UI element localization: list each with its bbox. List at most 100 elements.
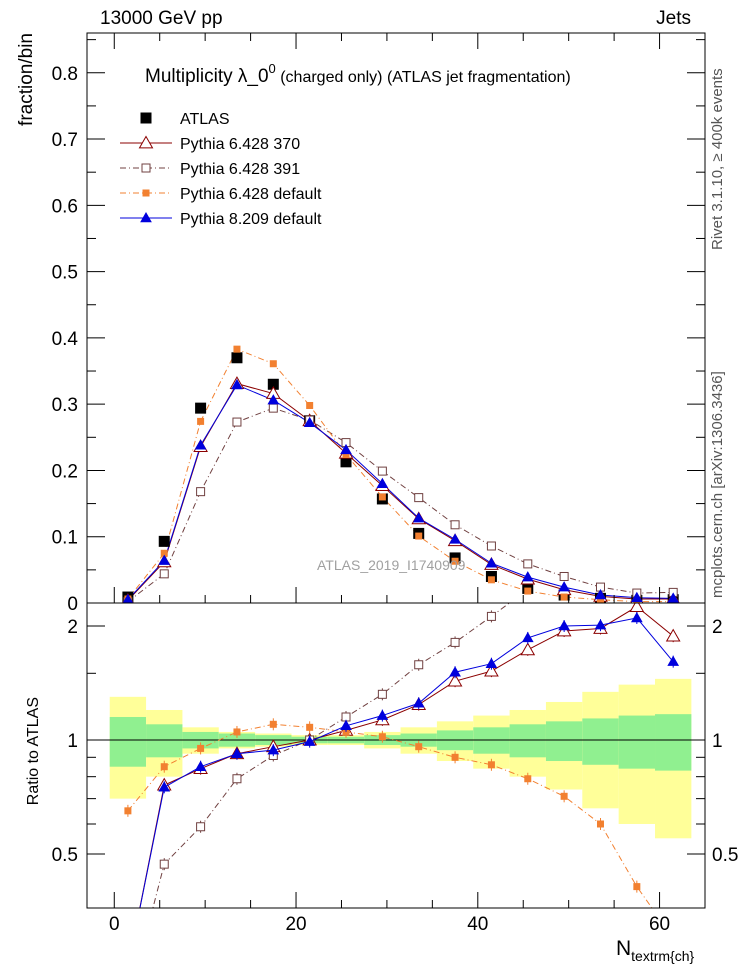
- main-point-p391: [486, 541, 496, 551]
- plot-title: Multiplicity λ_00 (charged only) (ATLAS …: [145, 61, 571, 87]
- main-point-p6def: [596, 596, 604, 603]
- main-point-p391: [268, 403, 278, 413]
- analysis-watermark: ATLAS_2019_I1740909: [317, 557, 466, 573]
- main-point-p8: [122, 593, 134, 603]
- main-series-layer: [122, 345, 680, 603]
- main-point-p391: [377, 466, 387, 476]
- ratio-point-p370: [484, 663, 499, 677]
- band-inner-bin: [146, 724, 183, 758]
- main-point-data: [340, 456, 352, 468]
- ratio-point-p6def: [596, 820, 604, 828]
- main-point-p6def: [233, 345, 241, 353]
- main-point-data: [231, 352, 243, 364]
- main-ytick-label: 0.4: [52, 329, 79, 350]
- main-point-p391: [196, 487, 206, 497]
- ratio-point-p8: [303, 735, 316, 746]
- legend-label-p8: Pythia 8.209 default: [180, 211, 322, 228]
- band-inner-bin: [655, 714, 692, 771]
- ratio-ytick-label-right: 1: [712, 731, 723, 752]
- ratio-point-p6def: [124, 807, 132, 815]
- ratio-point-p391: [414, 660, 424, 670]
- ratio-point-p8: [667, 655, 680, 666]
- rivet-info: Rivet 3.1.10, ≥ 400k events: [709, 68, 726, 250]
- ratio-line-p6def: [127, 723, 653, 908]
- ratio-xtick-label: 0: [109, 914, 120, 935]
- ratio-point-p8: [485, 657, 498, 668]
- main-point-p8: [158, 554, 171, 565]
- main-point-p6def: [160, 549, 168, 557]
- main-point-p8: [340, 443, 352, 455]
- main-ytick-label: 0.5: [52, 263, 78, 284]
- band-inner-bin: [473, 727, 510, 754]
- ratio-point-p8: [194, 760, 207, 771]
- mcplots-info: mcplots.cern.ch [arXiv:1306.3436]: [709, 371, 726, 598]
- main-ylabel: fraction/bin: [16, 33, 37, 126]
- ratio-series-layer: [124, 603, 681, 908]
- ratio-point-p8: [558, 619, 570, 631]
- ratio-point-p8: [340, 719, 352, 731]
- ratio-point-p391: [159, 859, 169, 869]
- ratio-point-p6def: [487, 761, 495, 769]
- ratio-point-p8: [376, 709, 389, 720]
- ratio-point-p8: [231, 747, 243, 758]
- ratio-line-p370: [139, 606, 674, 908]
- main-point-p8: [376, 477, 389, 488]
- main-point-p6def: [306, 401, 314, 409]
- ratio-point-p370: [665, 628, 681, 642]
- main-ytick-label: 0.2: [52, 461, 78, 482]
- ratio-point-p6def: [197, 744, 205, 752]
- main-ytick-label: 0.7: [52, 130, 78, 151]
- main-ytick-label: 0.3: [52, 395, 78, 416]
- ratio-point-p391: [377, 689, 387, 699]
- ratio-point-p8: [594, 619, 607, 630]
- ratio-plot-frame: [86, 602, 706, 909]
- main-point-p6def: [378, 493, 386, 501]
- legend-marker-p8: [140, 211, 152, 223]
- main-point-p391: [414, 493, 424, 503]
- ratio-xtick-label: 60: [649, 914, 670, 935]
- main-ytick-label: 0.8: [52, 64, 78, 85]
- ratio-point-p6def: [378, 733, 386, 741]
- main-point-data: [195, 402, 207, 414]
- legend-marker-data: [140, 112, 152, 124]
- main-point-p391: [159, 569, 169, 579]
- main-point-p391: [450, 520, 460, 530]
- legend-label-p391: Pythia 6.428 391: [180, 161, 300, 178]
- band-inner-bin: [618, 715, 656, 769]
- ratio-ytick-label-left: 2: [67, 617, 78, 638]
- main-point-p8: [485, 557, 498, 568]
- main-line-p391: [127, 407, 674, 603]
- main-point-p391: [232, 417, 242, 427]
- ratio-point-p6def: [233, 728, 241, 736]
- main-point-p6def: [560, 593, 568, 601]
- category-label: Jets: [656, 8, 691, 29]
- legend-label-p370: Pythia 6.428 370: [180, 136, 300, 153]
- plot-title-main: Multiplicity λ_0: [145, 66, 269, 87]
- main-point-p391: [523, 559, 533, 569]
- main-ytick-label: 0.1: [52, 528, 78, 549]
- ratio-point-p391: [486, 611, 496, 621]
- ratio-point-p8: [449, 666, 461, 677]
- ratio-ytick-label-left: 0.5: [52, 845, 78, 866]
- ratio-ytick-label-right: 0.5: [712, 845, 738, 866]
- ratio-point-p6def: [451, 753, 459, 761]
- legend-label-data: ATLAS: [180, 111, 230, 128]
- ratio-xtick-label: 20: [285, 914, 306, 935]
- main-point-p8: [558, 581, 570, 592]
- ratio-point-p8: [158, 781, 171, 792]
- main-ytick-label: 0.6: [52, 196, 78, 217]
- axes-ticks: 00.10.20.30.40.50.60.70.80 20 40 600.5 0.51 1…: [52, 33, 738, 935]
- plot-title-tail: (charged only) (ATLAS jet fragmentation): [276, 69, 571, 86]
- ratio-ytick-label-right: 2: [712, 617, 723, 638]
- main-point-p8: [303, 416, 316, 427]
- energy-label: 13000 GeV pp: [100, 8, 223, 29]
- ratio-ytick-label-left: 1: [67, 731, 78, 752]
- main-point-p8: [630, 591, 643, 602]
- legend-marker-p6def: [142, 189, 150, 197]
- ratio-point-p370: [520, 642, 536, 656]
- legend: ATLAS Pythia 6.428 370 Pythia 6.428 391 Pyt…: [120, 111, 322, 228]
- main-point-p6def: [415, 532, 423, 540]
- legend-label-p6def: Pythia 6.428 default: [180, 186, 322, 203]
- main-point-p8: [521, 571, 534, 582]
